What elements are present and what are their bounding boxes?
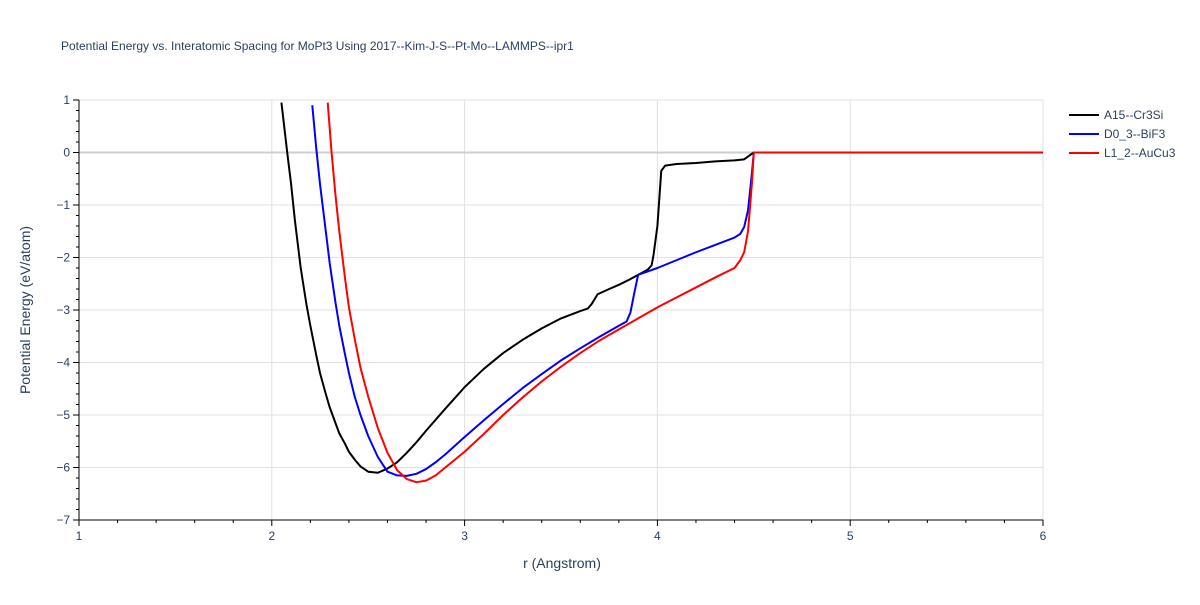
y-tick-label: −5 bbox=[56, 408, 70, 422]
legend-item-1[interactable]: D0_3--BiF3 bbox=[1069, 127, 1166, 141]
chart-title: Potential Energy vs. Interatomic Spacing… bbox=[61, 39, 574, 53]
x-tick-label: 5 bbox=[847, 529, 854, 543]
y-tick-label: 1 bbox=[63, 93, 70, 107]
y-tick-label: −4 bbox=[56, 356, 70, 370]
series-layer bbox=[280, 102, 1043, 484]
x-tick-label: 4 bbox=[654, 529, 661, 543]
legend[interactable]: A15--Cr3Si D0_3--BiF3 L1_2--AuCu3 bbox=[1069, 108, 1176, 160]
series-line-1 bbox=[311, 105, 1043, 477]
y-tick-label: −7 bbox=[56, 513, 70, 527]
x-tick-label: 6 bbox=[1040, 529, 1047, 543]
series-line-2 bbox=[326, 102, 1043, 484]
y-tick-label: −3 bbox=[56, 303, 70, 317]
legend-item-2[interactable]: L1_2--AuCu3 bbox=[1069, 146, 1176, 160]
legend-item-0[interactable]: A15--Cr3Si bbox=[1069, 108, 1163, 122]
x-tick-label: 1 bbox=[76, 529, 83, 543]
x-tick-label: 2 bbox=[268, 529, 275, 543]
axis-layer: 1 2 3 4 5 6 −7 −6 −5 −4 −3 −2 −1 0 1 bbox=[56, 93, 1046, 543]
y-tick-label: −1 bbox=[56, 198, 70, 212]
y-tick-label: 0 bbox=[63, 146, 70, 160]
y-axis-title: Potential Energy (eV/atom) bbox=[17, 226, 33, 394]
legend-label: D0_3--BiF3 bbox=[1104, 127, 1166, 141]
legend-label: A15--Cr3Si bbox=[1104, 108, 1163, 122]
legend-label: L1_2--AuCu3 bbox=[1104, 146, 1176, 160]
series-line-0 bbox=[280, 102, 1043, 474]
y-tick-label: −2 bbox=[56, 251, 70, 265]
x-axis-title: r (Angstrom) bbox=[523, 555, 601, 571]
y-tick-label: −6 bbox=[56, 461, 70, 475]
x-tick-label: 3 bbox=[461, 529, 468, 543]
